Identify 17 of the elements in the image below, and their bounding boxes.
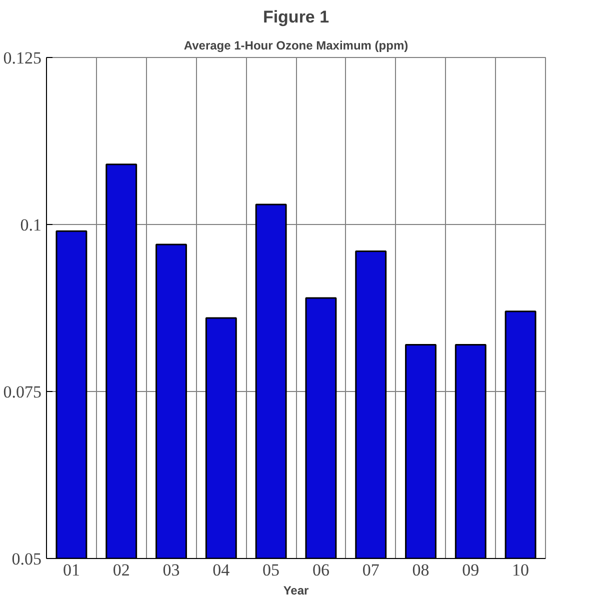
y-tick-label: 0.05 [12,550,42,568]
chart-title: Figure 1 [262,8,330,26]
x-tick-label: 07 [362,560,380,580]
x-tick-label: 04 [212,560,230,580]
x-tick-label: 03 [162,560,180,580]
x-tick-label: 08 [412,560,430,580]
x-tick-label: 10 [512,560,530,580]
chart-subtitle: Average 1-Hour Ozone Maximum (ppm) [184,38,408,52]
x-tick-label: 05 [262,560,280,580]
x-tick-label: 09 [462,560,480,580]
x-tick-label: 02 [112,560,130,580]
y-tick-label: 0.1 [20,216,42,234]
x-axis-title: Year [283,584,310,598]
y-tick-label: 0.125 [3,48,42,68]
x-tick-label: 06 [312,560,330,580]
y-tick-label: 0.075 [3,382,42,402]
x-tick-label: 01 [62,560,80,580]
